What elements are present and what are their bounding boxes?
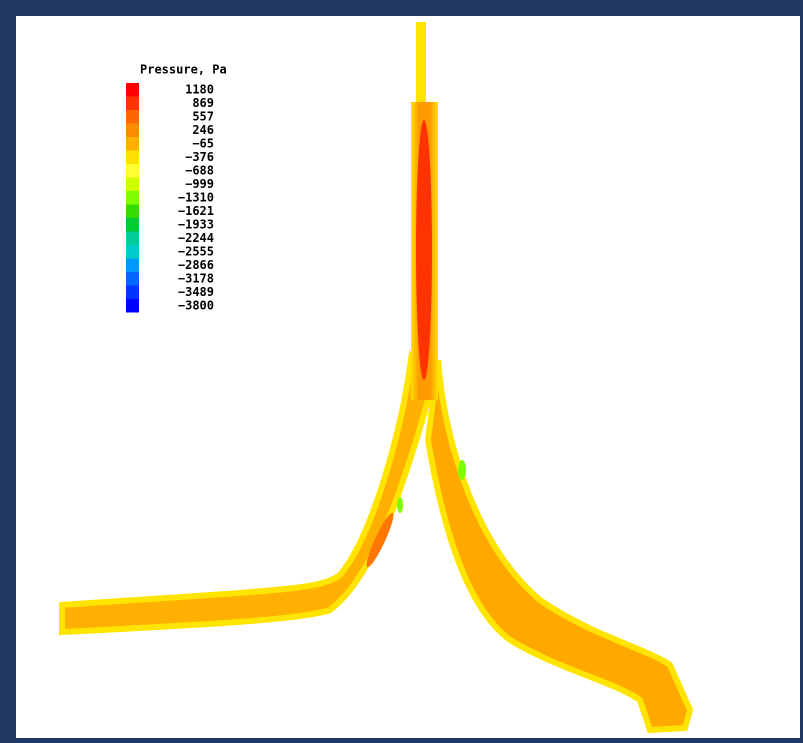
legend-label: −376 [185,150,214,164]
color-swatch [126,245,139,259]
color-swatch [126,110,139,124]
color-swatch [126,178,139,192]
color-swatch [126,83,139,97]
color-swatch [126,299,139,313]
scene: Pressure, Pa 1180869557246−65−376−688−99… [16,16,800,738]
legend-label: −2866 [178,258,214,272]
color-swatch [126,259,139,273]
legend-label: −3489 [178,285,214,299]
color-swatch [126,286,139,300]
color-swatch [126,205,139,219]
inlet-pipe [416,22,426,102]
legend-label: −999 [185,177,214,191]
low-zone [458,460,466,480]
right-branch [428,360,690,730]
color-swatch [126,151,139,165]
legend-label: 869 [192,96,214,110]
color-swatch [126,218,139,232]
color-swatch [126,137,139,151]
legend-label: −1621 [178,204,214,218]
legend-label: −65 [192,136,214,150]
color-swatch [126,97,139,111]
color-swatch [126,191,139,205]
legend-label: −3800 [178,298,214,312]
legend-label: −2244 [178,231,214,245]
legend-label: −688 [185,163,214,177]
legend-label: −1933 [178,217,214,231]
low-zone [397,497,403,513]
legend-label: 557 [192,109,214,123]
left-branch [62,360,428,632]
legend-label: −3178 [178,271,214,285]
legend-label: 1180 [185,82,214,96]
color-swatch [126,164,139,178]
legend-title: Pressure, Pa [140,63,227,77]
legend-label: 246 [192,123,214,137]
legend: 1180869557246−65−376−688−999−1310−1621−1… [126,82,214,312]
color-swatch [126,272,139,286]
page: Pressure, Pa 1180869557246−65−376−688−99… [0,0,803,743]
legend-label: −2555 [178,244,214,258]
geometry [62,22,690,730]
color-swatch [126,124,139,138]
legend-label: −1310 [178,190,214,204]
high-pressure-zone [416,120,432,380]
color-swatch [126,232,139,246]
